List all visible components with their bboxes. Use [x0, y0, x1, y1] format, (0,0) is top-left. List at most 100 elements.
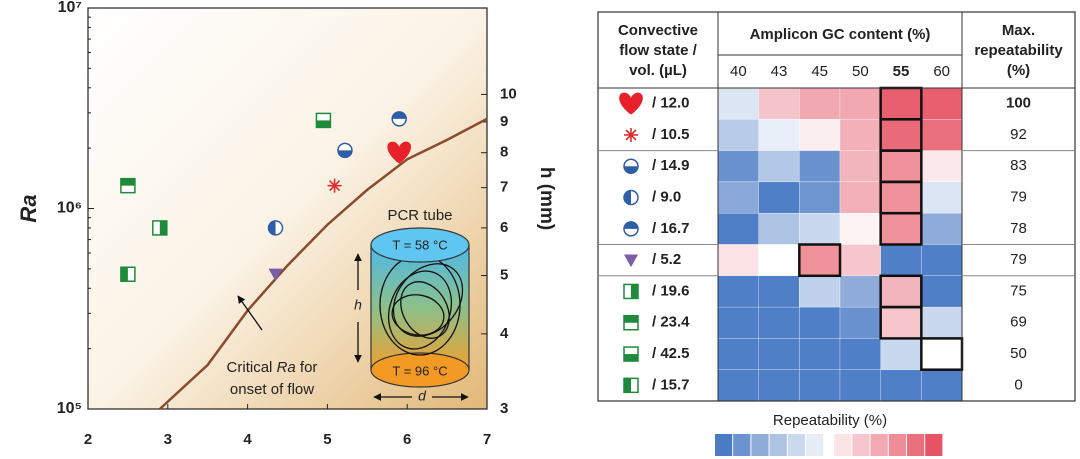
marker	[391, 111, 407, 127]
colorbar-swatch	[907, 434, 925, 456]
marker	[623, 315, 639, 331]
heat-cell	[839, 150, 881, 183]
heat-cell	[799, 369, 841, 402]
marker	[623, 189, 639, 206]
heat-cell	[758, 306, 800, 339]
row-label: / 5.2	[652, 251, 681, 268]
heat-cell	[839, 181, 881, 214]
row-label: / 12.0	[652, 95, 690, 112]
heat-cell	[880, 275, 922, 308]
colorbar-swatch	[715, 434, 733, 456]
heat-cell	[758, 181, 800, 214]
max-value: 0	[1014, 376, 1022, 393]
max-header: (%)	[1007, 62, 1030, 79]
y2-tick-label: 4	[500, 325, 509, 342]
colorbar-label: Repeatability (%)	[773, 412, 887, 429]
heat-cell	[880, 244, 922, 276]
heat-cell	[921, 275, 963, 308]
x-tick-label: 7	[483, 431, 491, 448]
colorbar-swatch	[733, 434, 751, 456]
annotation-part: for	[300, 359, 318, 376]
heat-cell	[717, 150, 759, 183]
heat-cell	[839, 338, 881, 370]
heat-cell	[880, 150, 922, 183]
table-border	[597, 11, 1076, 402]
y2-tick-label: 8	[500, 144, 508, 161]
row-label: / 23.4	[652, 314, 690, 331]
tube-bottom	[370, 352, 470, 388]
row-label: / 10.5	[652, 126, 690, 143]
annotation-arrow	[237, 295, 263, 331]
y-tick-label: 10⁶	[57, 200, 82, 217]
x-tick-label: 2	[84, 431, 92, 448]
marker	[624, 127, 638, 142]
circle-half	[268, 220, 276, 235]
heat-cell	[717, 181, 759, 214]
heat-cell	[717, 119, 759, 151]
row-label: / 15.7	[652, 376, 690, 393]
heat-cell	[758, 369, 800, 402]
square-half	[624, 378, 631, 393]
max-value: 78	[1010, 220, 1027, 237]
max-header: repeatability	[974, 42, 1063, 59]
heat-cell	[921, 150, 963, 183]
heat-cell	[758, 213, 800, 245]
marker	[268, 268, 283, 282]
y2-tick-label: 5	[500, 266, 508, 283]
heat-cell	[717, 275, 759, 308]
tube-top	[370, 227, 470, 263]
heat-cell	[880, 369, 922, 402]
max-value: 75	[1010, 282, 1027, 299]
max-header: Max.	[1002, 22, 1035, 39]
inset-top-label: T = 58 °C	[392, 237, 447, 252]
highlight-box	[879, 211, 923, 246]
column-label: 43	[771, 63, 788, 80]
heat-cell	[880, 119, 922, 151]
marker	[623, 346, 639, 362]
inset-title: PCR tube	[387, 207, 452, 224]
column-header: Amplicon GC content (%)	[750, 26, 931, 43]
y2-tick-label: 9	[500, 113, 508, 130]
x-tick-label: 5	[323, 431, 331, 448]
heat-cell	[880, 306, 922, 339]
heat-cell	[717, 306, 759, 339]
colorbar-swatch	[769, 434, 787, 456]
column-label: 55	[893, 63, 910, 80]
heat-cell	[921, 87, 963, 120]
flow-loop	[388, 270, 452, 350]
marker	[623, 221, 639, 237]
heat-cell	[758, 87, 800, 120]
heat-cell	[799, 244, 841, 276]
y-axis-label: Ra	[16, 194, 41, 222]
heat-cell	[799, 150, 841, 183]
heat-cell	[921, 338, 963, 370]
colorbar-swatch	[751, 434, 769, 456]
inset-width-label: d	[418, 388, 427, 404]
column-label: 40	[730, 63, 747, 80]
heat-cell	[921, 244, 963, 276]
colorbar-swatch	[834, 434, 852, 456]
square-half	[624, 315, 638, 323]
tube-body	[371, 245, 469, 370]
marker	[267, 220, 284, 236]
heat-cell	[839, 369, 881, 402]
critical-curve	[158, 117, 488, 410]
square-half	[120, 267, 128, 282]
y2-tick-label: 3	[500, 400, 508, 417]
heat-cell	[921, 306, 963, 339]
row-header: Convective	[618, 22, 698, 39]
circle-half	[337, 150, 352, 158]
marker	[619, 92, 643, 115]
heat-cell	[921, 181, 963, 214]
colorbar-swatch	[787, 434, 805, 456]
row-label: / 16.7	[652, 220, 690, 237]
colorbar-swatch	[870, 434, 888, 456]
y-tick-label: 10⁷	[58, 0, 82, 16]
marker	[120, 177, 136, 194]
max-value: 79	[1010, 251, 1027, 268]
heat-cell	[921, 213, 963, 245]
circle-half	[392, 111, 407, 119]
y2-tick-label: 6	[500, 219, 508, 236]
heat-cell	[839, 306, 881, 339]
square-half	[120, 178, 135, 186]
